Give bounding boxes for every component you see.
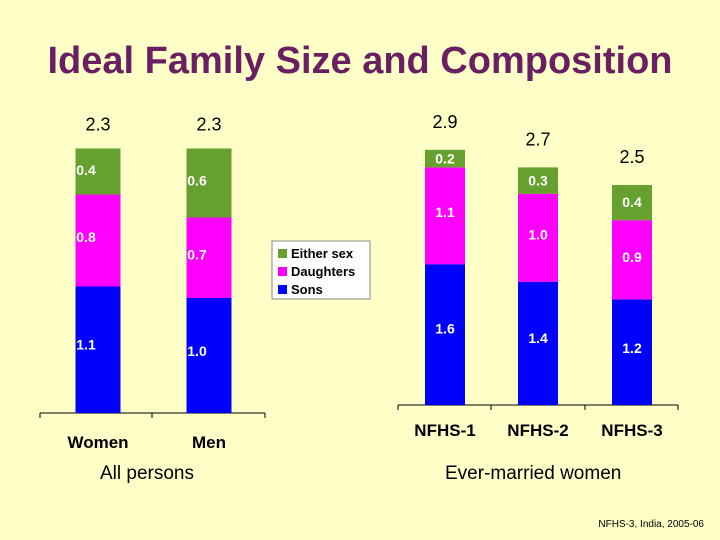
chart-caption-all-persons: All persons xyxy=(100,463,194,484)
data-label-sons-women: 1.1 xyxy=(76,336,96,352)
total-label-nfhs-1: 2.9 xyxy=(432,112,457,132)
bar-daughters-nfhs-2 xyxy=(518,193,558,282)
legend-label-either-sex: Either sex xyxy=(291,246,354,261)
category-label-nfhs-2: NFHS-2 xyxy=(507,421,568,440)
data-label-daughters-nfhs-1: 1.1 xyxy=(435,204,455,220)
legend-box xyxy=(271,240,371,300)
bar-either-sex-nfhs-2 xyxy=(518,167,558,194)
bar-sons-nfhs-2 xyxy=(518,281,558,405)
data-label-sons-nfhs-2: 1.4 xyxy=(528,330,548,346)
legend-label-sons: Sons xyxy=(291,282,323,297)
bar-sons-men xyxy=(186,298,232,413)
category-label-nfhs-3: NFHS-3 xyxy=(601,421,662,440)
data-label-daughters-nfhs-3: 0.9 xyxy=(622,249,642,265)
chart-caption-ever-married-women: Ever-married women xyxy=(445,463,622,484)
data-label-daughters-women: 0.8 xyxy=(76,229,96,245)
page-title: Ideal Family Size and Composition xyxy=(47,40,673,82)
bar-either-sex-men xyxy=(186,148,232,218)
bar-either-sex-women xyxy=(75,148,121,195)
data-label-either-sex-women: 0.4 xyxy=(76,162,96,178)
bar-daughters-nfhs-1 xyxy=(425,167,465,265)
bar-daughters-women xyxy=(75,194,121,287)
bar-daughters-nfhs-3 xyxy=(612,220,652,300)
bar-sons-nfhs-1 xyxy=(425,264,465,405)
total-label-nfhs-2: 2.7 xyxy=(525,129,550,149)
data-label-sons-nfhs-1: 1.6 xyxy=(435,321,455,337)
category-label-nfhs-1: NFHS-1 xyxy=(414,421,475,440)
legend-swatch-sons xyxy=(278,285,287,294)
legend-swatch-daughters xyxy=(278,267,287,276)
data-label-sons-men: 1.0 xyxy=(187,343,207,359)
bar-sons-nfhs-3 xyxy=(612,299,652,405)
data-label-sons-nfhs-3: 1.2 xyxy=(622,340,642,356)
bar-either-sex-nfhs-3 xyxy=(612,185,652,221)
total-label-nfhs-3: 2.5 xyxy=(619,147,644,167)
total-label-women: 2.3 xyxy=(85,115,110,135)
total-label-men: 2.3 xyxy=(196,115,221,135)
data-label-either-sex-men: 0.6 xyxy=(187,173,207,189)
category-label-women: Women xyxy=(67,433,128,452)
bar-sons-women xyxy=(75,286,121,413)
data-label-daughters-men: 0.7 xyxy=(187,247,207,263)
bar-daughters-men xyxy=(186,217,232,298)
data-label-either-sex-nfhs-3: 0.4 xyxy=(622,194,642,210)
bar-either-sex-nfhs-1 xyxy=(425,149,465,168)
data-label-either-sex-nfhs-1: 0.2 xyxy=(435,150,455,166)
category-label-men: Men xyxy=(192,433,226,452)
data-label-daughters-nfhs-2: 1.0 xyxy=(528,226,548,242)
legend-swatch-either-sex xyxy=(278,249,287,258)
source-note: NFHS-3, India, 2005-06 xyxy=(598,519,704,530)
legend-label-daughters: Daughters xyxy=(291,264,355,279)
data-label-either-sex-nfhs-2: 0.3 xyxy=(528,172,548,188)
